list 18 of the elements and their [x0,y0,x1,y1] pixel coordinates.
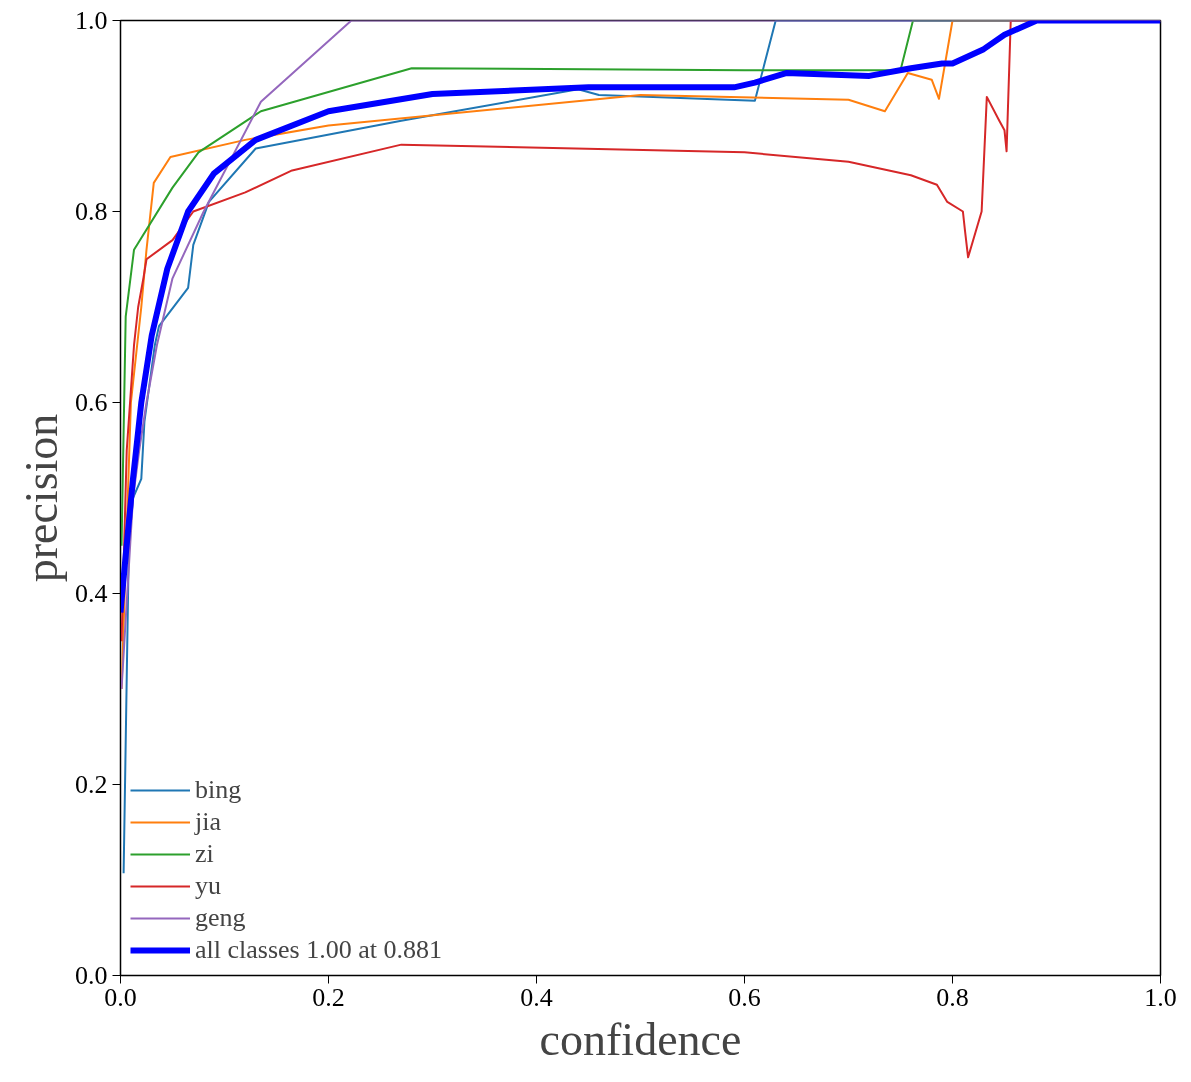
y-tick-label: 0.8 [75,197,108,226]
y-axis-title: precision [16,413,67,583]
x-tick-label: 0.8 [936,982,969,1012]
x-axis-title: confidence [539,1013,742,1065]
legend-label: jia [195,807,221,837]
legend-label: bing [195,775,242,805]
x-tick-label: 0.4 [520,982,553,1012]
legend-label: all classes 1.00 at 0.881 [195,935,442,965]
legend-label: geng [195,903,246,933]
y-tick-label: 1.0 [75,6,108,35]
y-tick-label: 0.2 [75,770,108,799]
x-tick-label: 1.0 [1144,982,1177,1012]
legend-label: yu [195,871,221,901]
y-tick-label: 0.6 [75,388,108,417]
x-tick-label: 0.2 [312,982,345,1012]
y-tick-label: 0.4 [75,579,108,608]
x-tick-label: 0.6 [728,982,761,1012]
legend-label: zi [195,839,215,869]
